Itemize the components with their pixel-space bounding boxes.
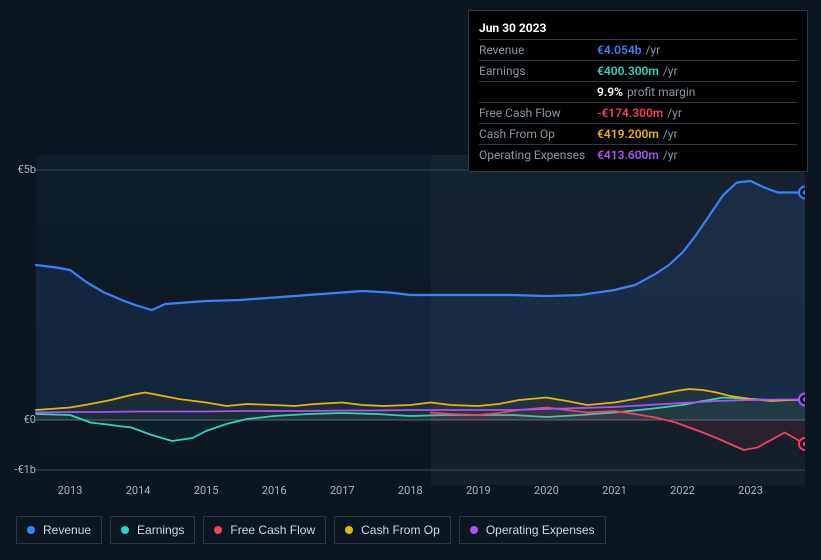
- chart-svg: [16, 155, 805, 485]
- y-axis-label: -€1b: [0, 463, 36, 476]
- tooltip-row-value: 9.9%profit margin: [597, 85, 695, 99]
- tooltip-row-label: Cash From Op: [479, 127, 597, 141]
- chart-tooltip: Jun 30 2023 Revenue€4.054b/yrEarnings€40…: [468, 10, 808, 172]
- tooltip-row-suffix: /yr: [667, 106, 682, 120]
- x-axis-label: 2015: [194, 484, 219, 497]
- tooltip-row-value: €400.300m/yr: [597, 64, 678, 78]
- tooltip-row-value: -€174.300m/yr: [597, 106, 682, 120]
- legend-dot-icon: [470, 526, 478, 534]
- x-axis-label: 2023: [738, 484, 763, 497]
- legend-dot-icon: [27, 526, 35, 534]
- tooltip-row-suffix: /yr: [645, 43, 660, 57]
- x-axis-label: 2016: [262, 484, 287, 497]
- legend-dot-icon: [214, 526, 222, 534]
- legend-label: Revenue: [43, 523, 91, 537]
- tooltip-row-value: €413.600m/yr: [597, 148, 678, 162]
- legend-label: Free Cash Flow: [230, 523, 315, 537]
- tooltip-row: Revenue€4.054b/yr: [479, 39, 797, 60]
- legend-label: Earnings: [137, 523, 184, 537]
- legend-label: Operating Expenses: [486, 523, 595, 537]
- tooltip-row-label: [479, 85, 597, 99]
- x-axis-label: 2022: [670, 484, 695, 497]
- tooltip-row-suffix: profit margin: [627, 85, 695, 99]
- x-axis-labels: 2013 2014 2015 2016 2017 2018 2019 2020 2021 2022…: [16, 484, 805, 500]
- tooltip-row-suffix: /yr: [663, 148, 678, 162]
- tooltip-row: Free Cash Flow-€174.300m/yr: [479, 102, 797, 123]
- x-axis-label: 2014: [126, 484, 151, 497]
- legend-item[interactable]: Operating Expenses: [459, 516, 606, 544]
- chart-plot[interactable]: €5b€0-€1b: [16, 155, 805, 485]
- tooltip-row-suffix: /yr: [663, 127, 678, 141]
- legend-item[interactable]: Cash From Op: [334, 516, 451, 544]
- x-axis-label: 2020: [534, 484, 559, 497]
- tooltip-row: Earnings€400.300m/yr: [479, 60, 797, 81]
- legend-item[interactable]: Free Cash Flow: [203, 516, 326, 544]
- tooltip-row-value: €4.054b/yr: [597, 43, 660, 57]
- x-axis-label: 2013: [58, 484, 83, 497]
- tooltip-row-label: Earnings: [479, 64, 597, 78]
- y-axis-label: €0: [0, 413, 36, 426]
- chart-legend: Revenue Earnings Free Cash Flow Cash From O…: [16, 516, 606, 544]
- x-axis-label: 2021: [602, 484, 627, 497]
- x-axis-label: 2018: [398, 484, 423, 497]
- chart-container: Jun 30 2023 Revenue€4.054b/yrEarnings€40…: [0, 0, 821, 560]
- legend-dot-icon: [121, 526, 129, 534]
- legend-item[interactable]: Revenue: [16, 516, 102, 544]
- x-axis-label: 2019: [466, 484, 491, 497]
- tooltip-row: Operating Expenses€413.600m/yr: [479, 144, 797, 165]
- tooltip-row-value: €419.200m/yr: [597, 127, 678, 141]
- y-axis-label: €5b: [0, 163, 36, 176]
- legend-label: Cash From Op: [361, 523, 440, 537]
- tooltip-row: 9.9%profit margin: [479, 81, 797, 102]
- tooltip-row-label: Operating Expenses: [479, 148, 597, 162]
- tooltip-row-suffix: /yr: [663, 64, 678, 78]
- tooltip-row: Cash From Op€419.200m/yr: [479, 123, 797, 144]
- legend-item[interactable]: Earnings: [110, 516, 195, 544]
- legend-dot-icon: [345, 526, 353, 534]
- tooltip-row-label: Revenue: [479, 43, 597, 57]
- tooltip-row-label: Free Cash Flow: [479, 106, 597, 120]
- tooltip-date: Jun 30 2023: [479, 17, 797, 39]
- x-axis-label: 2017: [330, 484, 355, 497]
